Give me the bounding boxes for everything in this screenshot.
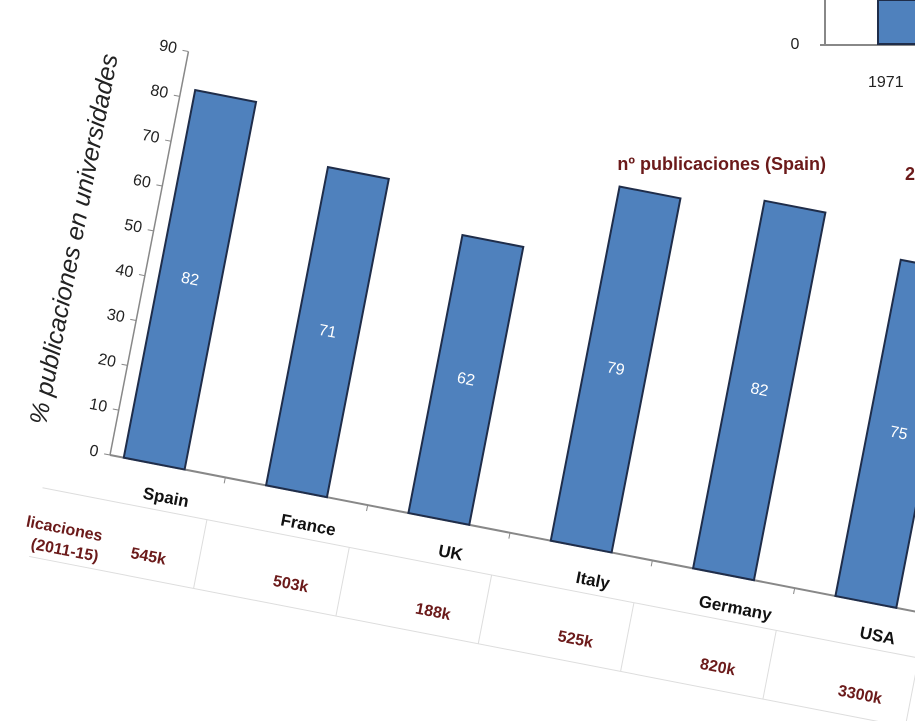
y-tick-label: 10 xyxy=(88,396,109,416)
data-label: 82 xyxy=(180,269,201,289)
inset-bar xyxy=(877,0,915,45)
x-tick xyxy=(366,504,369,512)
y-tick-label: 0 xyxy=(88,442,100,460)
table-line xyxy=(335,547,350,617)
y-tick xyxy=(104,453,111,456)
inset-title: nº publicaciones (Spain) xyxy=(617,154,826,174)
y-tick-label: 90 xyxy=(158,37,179,57)
y-axis-label: % publicaciones en universidades xyxy=(24,52,123,427)
y-tick-label: 40 xyxy=(114,261,135,281)
bar xyxy=(691,199,827,582)
y-tick-label: 50 xyxy=(123,217,144,237)
y-tick-label: 70 xyxy=(140,127,161,147)
y-tick xyxy=(130,318,137,322)
table-value: 545k xyxy=(129,545,167,569)
x-tick-label: Germany xyxy=(697,592,774,625)
x-tick xyxy=(223,477,226,484)
y-tick xyxy=(173,94,180,97)
bar xyxy=(122,88,258,471)
y-tick xyxy=(147,229,154,232)
table-line xyxy=(477,574,493,644)
table-line xyxy=(42,487,915,664)
table-value: 820k xyxy=(699,656,737,680)
inset-chart: 0 1971 nº publicaciones (Spain) 2 xyxy=(617,0,915,184)
table-line xyxy=(904,657,915,721)
y-tick xyxy=(182,49,189,53)
x-tick xyxy=(508,532,511,539)
bar xyxy=(407,233,525,527)
inset-fragment: 2 xyxy=(905,164,915,184)
x-tick-label: Spain xyxy=(141,484,190,511)
x-tick-label: USA xyxy=(858,623,897,649)
y-tick xyxy=(121,363,128,366)
inset-tick-label: 1971 xyxy=(868,74,904,91)
table-line xyxy=(29,555,915,721)
table-value: 503k xyxy=(272,573,310,597)
y-tick xyxy=(112,408,119,411)
table-value: 3300k xyxy=(836,683,883,708)
bar xyxy=(264,165,390,499)
y-tick xyxy=(165,139,172,142)
y-tick-label: 20 xyxy=(97,351,118,371)
plot: % publicaciones en universidades licacio… xyxy=(24,37,915,721)
x-tick xyxy=(650,560,653,567)
y-tick-label: 60 xyxy=(131,172,152,192)
y-axis xyxy=(109,51,190,456)
bar xyxy=(834,258,915,610)
table-line xyxy=(762,630,777,700)
table-value: 525k xyxy=(556,628,594,652)
x-axis xyxy=(109,454,915,617)
inset-tick-label: 0 xyxy=(791,36,800,53)
table-line xyxy=(193,519,208,589)
y-tick-label: 30 xyxy=(105,306,126,326)
x-tick-label: Italy xyxy=(574,568,612,593)
data-label: 79 xyxy=(605,359,626,379)
data-label: 62 xyxy=(456,370,477,390)
table-value: 188k xyxy=(414,600,452,624)
data-label: 75 xyxy=(888,424,909,444)
data-label: 82 xyxy=(749,380,770,400)
data-label: 71 xyxy=(317,322,338,342)
x-tick xyxy=(793,587,796,595)
y-tick-label: 80 xyxy=(149,82,170,102)
table-line xyxy=(620,602,635,672)
x-tick-label: UK xyxy=(437,541,465,564)
bar xyxy=(549,185,682,554)
y-tick xyxy=(138,274,145,277)
y-tick xyxy=(156,184,163,187)
